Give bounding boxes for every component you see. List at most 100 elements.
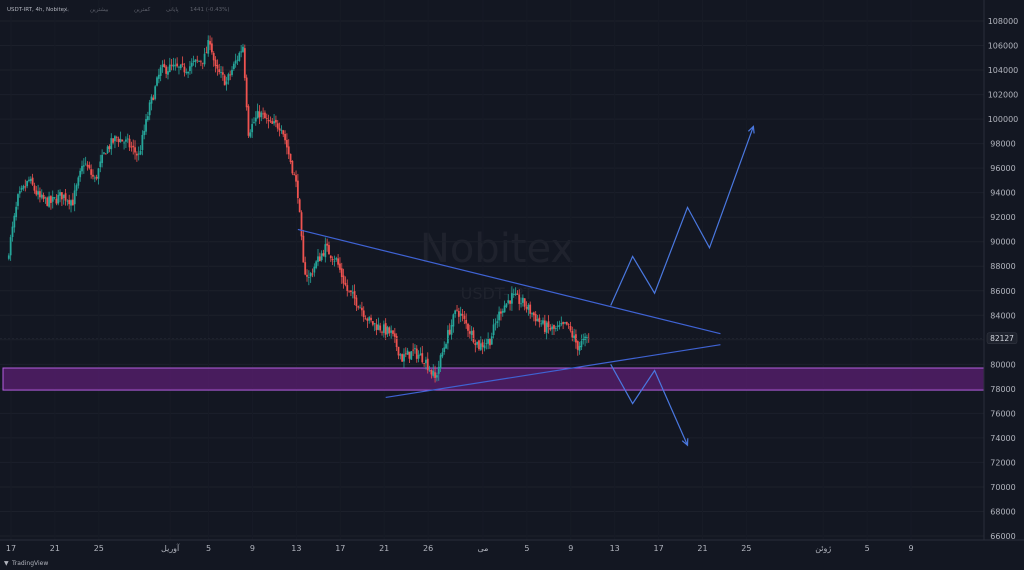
candle-body xyxy=(485,343,488,345)
bearish-scenario-arrowhead xyxy=(681,438,689,447)
candle-body xyxy=(51,197,54,202)
candle-body xyxy=(423,363,425,364)
candle-body xyxy=(88,165,91,169)
candle-body xyxy=(490,336,493,345)
candle-body xyxy=(317,256,319,262)
price-axis[interactable]: 66000 68000 70000 72000 74000 76000 78000 80000… xyxy=(988,17,1019,541)
candle-body xyxy=(410,351,413,360)
candle-body xyxy=(474,343,477,346)
candle-body xyxy=(324,244,327,258)
candle-body xyxy=(86,164,89,167)
price-tick-label: 88000 xyxy=(990,262,1015,271)
candle-body xyxy=(179,64,182,69)
candle-body xyxy=(156,77,158,86)
candle-body xyxy=(434,372,436,378)
candle-body xyxy=(163,63,166,67)
candle-body xyxy=(384,323,387,335)
candle-body xyxy=(390,330,393,333)
candle-body xyxy=(218,69,221,73)
candle-body xyxy=(150,96,153,104)
candle-body xyxy=(523,298,526,307)
time-tick-label: 13 xyxy=(610,544,620,553)
candle-body xyxy=(333,260,336,262)
candle-body xyxy=(128,138,131,148)
price-tick-label: 80000 xyxy=(990,360,1015,369)
candle-body xyxy=(176,63,179,67)
candle-body xyxy=(205,52,208,54)
candle-body xyxy=(547,321,550,328)
tradingview-footer[interactable]: ▼ TradingView xyxy=(4,560,48,567)
candle-body xyxy=(189,66,191,71)
candle-body xyxy=(496,321,499,323)
candle-body xyxy=(167,71,169,75)
candle-body xyxy=(366,318,369,321)
candle-body xyxy=(267,119,270,122)
last-price-box xyxy=(986,332,1018,345)
candle-body xyxy=(24,186,27,188)
candle-body xyxy=(457,310,460,317)
candle-body xyxy=(275,119,277,123)
candle-body xyxy=(245,77,248,108)
candle-body xyxy=(472,330,475,343)
candle-body xyxy=(137,153,140,155)
candle-body xyxy=(214,59,217,66)
candle-body xyxy=(157,74,160,79)
candle-body xyxy=(481,342,484,347)
support-zone-rect xyxy=(2,367,985,391)
candle-body xyxy=(558,325,561,327)
candle-body xyxy=(28,179,30,181)
candle-body xyxy=(300,212,303,237)
candle-body xyxy=(580,341,583,348)
legend[interactable]: USDT-IRT, 4h, Nobitex باز بیشترین کمترین… xyxy=(7,6,230,13)
price-tick-label: 104000 xyxy=(988,66,1019,75)
last-price-label: 82127 xyxy=(990,334,1014,343)
price-tick-label: 100000 xyxy=(988,115,1019,124)
candle-body xyxy=(551,326,554,330)
candle-body xyxy=(520,303,522,305)
candle-body xyxy=(494,323,497,325)
candle-body xyxy=(507,300,510,303)
legend-field-close: پایانی xyxy=(166,7,179,13)
candle-body xyxy=(117,138,120,143)
candle-body xyxy=(37,191,39,195)
candle-body xyxy=(415,348,418,359)
candle-body xyxy=(115,137,118,139)
candle-body xyxy=(351,292,354,294)
candle-body xyxy=(174,64,177,66)
candle-body xyxy=(229,74,232,76)
time-axis[interactable]: 17 21 25 آوریل 5 9 13 17 21 26 می 5 9 13 17 21 25 ژوئن 5 9 xyxy=(6,543,914,553)
candle-body xyxy=(68,199,71,205)
candle-body xyxy=(446,330,449,344)
candle-body xyxy=(18,191,21,194)
time-tick-label: 21 xyxy=(50,544,60,553)
price-tick-label: 84000 xyxy=(990,311,1015,320)
candle-body xyxy=(242,46,244,52)
candle-body xyxy=(500,311,502,314)
candle-body xyxy=(586,337,588,339)
candle-body xyxy=(273,121,275,124)
candle-body xyxy=(103,152,105,154)
ascending-support-trendline xyxy=(385,344,721,399)
candle-body xyxy=(240,51,243,53)
candle-body xyxy=(371,321,374,325)
candle-body xyxy=(75,185,78,191)
candle-body xyxy=(553,325,555,329)
candle-body xyxy=(223,75,226,86)
watermark-title: Nobitex xyxy=(420,226,574,272)
candle-body xyxy=(210,43,213,53)
candle-body xyxy=(64,193,67,201)
candle-body xyxy=(187,71,190,74)
candle-body xyxy=(90,169,93,175)
candle-body xyxy=(470,331,473,335)
candle-body xyxy=(408,351,411,359)
tradingview-logo-icon: ▼ xyxy=(4,560,9,567)
candle-body xyxy=(501,310,504,313)
candle-body xyxy=(430,369,433,375)
candle-body xyxy=(243,48,246,78)
candle-body xyxy=(112,138,115,143)
legend-field-open: باز xyxy=(62,7,69,13)
candle-body xyxy=(198,60,200,62)
candle-body xyxy=(289,153,292,163)
candle-body xyxy=(573,335,576,339)
